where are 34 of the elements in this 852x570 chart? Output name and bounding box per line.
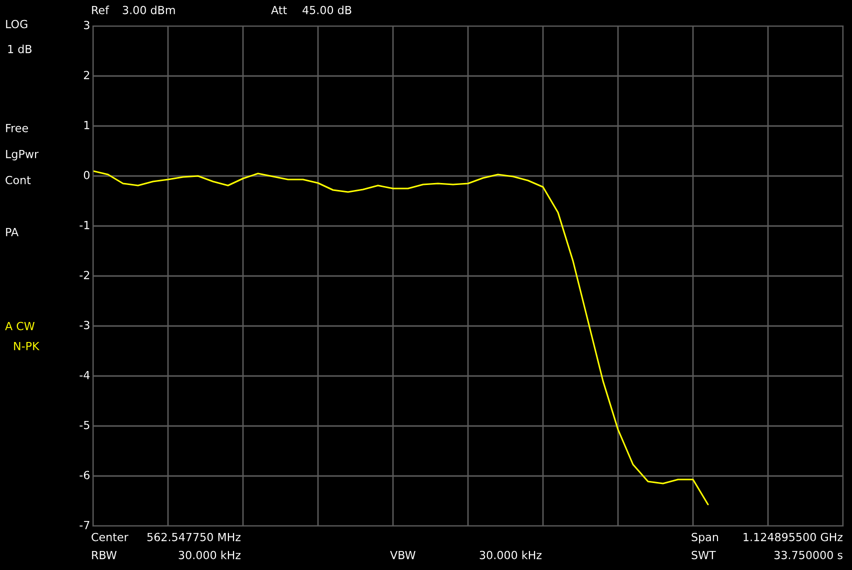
text: SWT: [692, 550, 716, 560]
text: LgPwr: [6, 150, 39, 160]
text: 562.547750 MHz: [147, 532, 241, 542]
text: A CW: [5, 322, 35, 330]
text: PA: [6, 228, 18, 236]
text: N-PK: [14, 342, 40, 350]
y-tick-label: -6: [80, 470, 90, 480]
text: Cont: [6, 176, 31, 184]
y-tick-label: -5: [80, 420, 90, 430]
y-tick-label: 3: [84, 20, 90, 30]
y-tick-label: 0: [84, 170, 90, 180]
y-tick-label: -7: [80, 520, 90, 530]
y-tick-label: -3: [80, 320, 90, 330]
text: 3.00 dBm: [122, 6, 175, 14]
text: LOG: [6, 20, 28, 28]
text: 33.750000 s: [774, 550, 842, 560]
text: 30.000 kHz: [178, 550, 241, 560]
y-tick-label: -4: [80, 370, 90, 380]
y-tick-label: 1: [84, 120, 90, 130]
text: Center: [92, 532, 128, 542]
text: Att: [271, 6, 287, 14]
text: 1 dB: [8, 44, 32, 54]
text: 30.000 kHz: [480, 550, 542, 560]
text: VBW: [390, 550, 416, 560]
y-tick-label: -1: [80, 220, 90, 230]
text: Ref: [92, 6, 110, 14]
y-tick-label: 2: [84, 70, 90, 80]
y-tick-label: -2: [80, 270, 90, 280]
line-series: [93, 170, 709, 506]
text: RBW: [92, 550, 117, 560]
text: 45.00 dB: [302, 6, 352, 14]
text: 1.124895500 GHz: [744, 532, 843, 542]
text: Free: [6, 124, 28, 132]
text: Span: [692, 532, 718, 544]
